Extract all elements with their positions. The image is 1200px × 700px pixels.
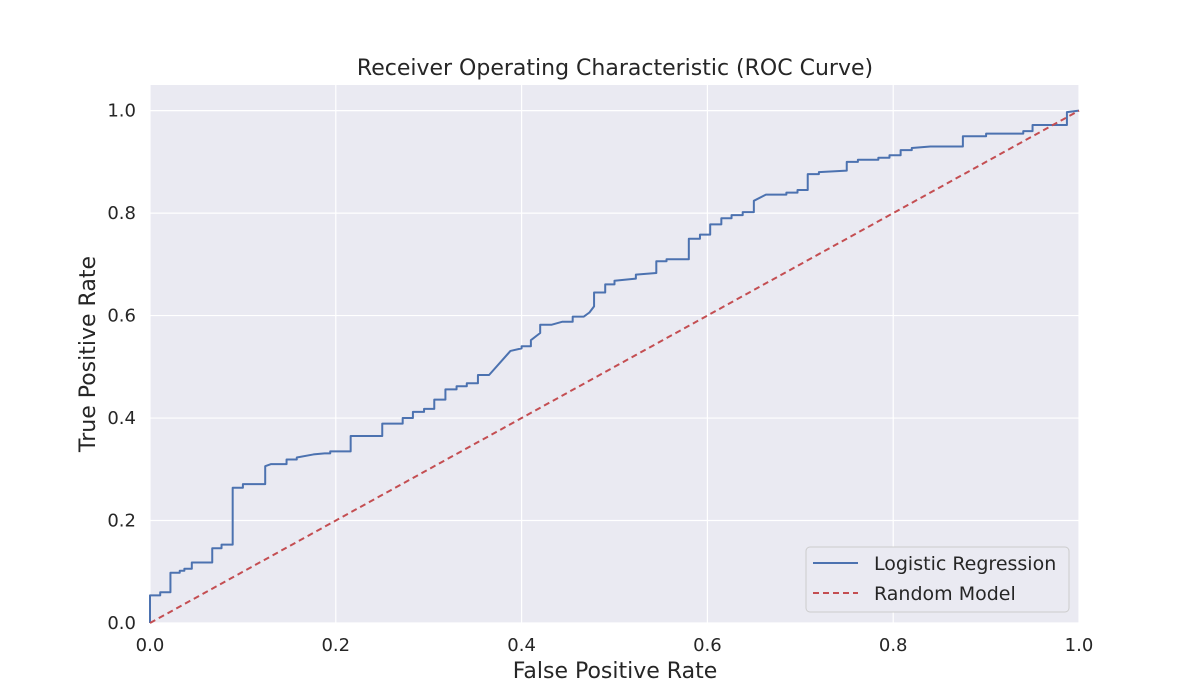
legend: Logistic Regression Random Model: [805, 546, 1070, 613]
series-line-random-model: [149, 109, 1080, 624]
x-tick-label: 1.0: [1065, 635, 1094, 656]
x-axis-label: False Positive Rate: [513, 659, 717, 684]
x-tick-label: 0.4: [507, 635, 536, 656]
x-tick-label: 0.2: [321, 635, 350, 656]
y-axis-label: True Positive Rate: [76, 256, 101, 453]
y-tick-label: 0.0: [107, 613, 136, 634]
y-tick-label: 0.6: [107, 306, 136, 327]
grid-lines: [149, 85, 1080, 624]
plot-background: [150, 85, 1079, 623]
chart-title: Receiver Operating Characteristic (ROC C…: [357, 56, 873, 81]
y-tick-label: 0.2: [107, 511, 136, 532]
legend-label-random-model: Random Model: [874, 583, 1016, 605]
legend-box: [805, 546, 1070, 613]
y-tick-labels: 0.0 0.2 0.4 0.6 0.8 1.0: [107, 101, 136, 634]
x-tick-labels: 0.0 0.2 0.4 0.6 0.8 1.0: [136, 635, 1094, 656]
x-tick-label: 0.6: [693, 635, 722, 656]
series-group: [149, 109, 1080, 624]
series-line-logistic-regression: [149, 109, 1080, 623]
x-tick-label: 0.0: [136, 635, 165, 656]
y-tick-label: 0.4: [107, 408, 136, 429]
y-tick-label: 1.0: [107, 101, 136, 122]
y-tick-label: 0.8: [107, 203, 136, 224]
legend-label-logistic-regression: Logistic Regression: [874, 553, 1056, 575]
x-tick-label: 0.8: [879, 635, 908, 656]
